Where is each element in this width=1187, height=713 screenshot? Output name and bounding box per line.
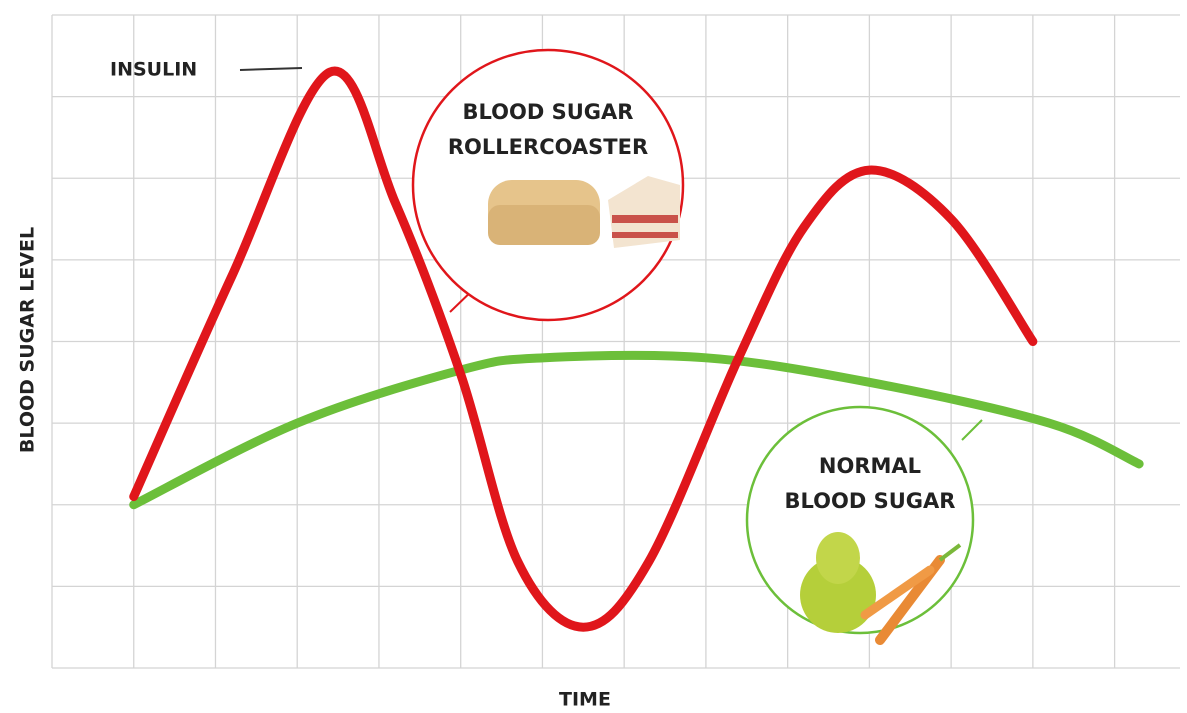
callout-text: BLOOD SUGAR [785, 489, 956, 513]
y-axis-label: BLOOD SUGAR LEVEL [17, 227, 39, 453]
lines [129, 66, 1144, 632]
callout-text: BLOOD SUGAR [463, 100, 634, 124]
x-axis-label: TIME [559, 689, 611, 711]
callout-text: NORMAL [819, 454, 921, 478]
food-icons [800, 532, 962, 645]
callout-text: ROLLERCOASTER [448, 135, 648, 159]
food-icons [488, 176, 680, 248]
line [129, 350, 1144, 510]
insulin-label: INSULIN [110, 59, 197, 81]
line [129, 66, 1038, 632]
leader [239, 67, 303, 71]
leader [961, 419, 983, 441]
